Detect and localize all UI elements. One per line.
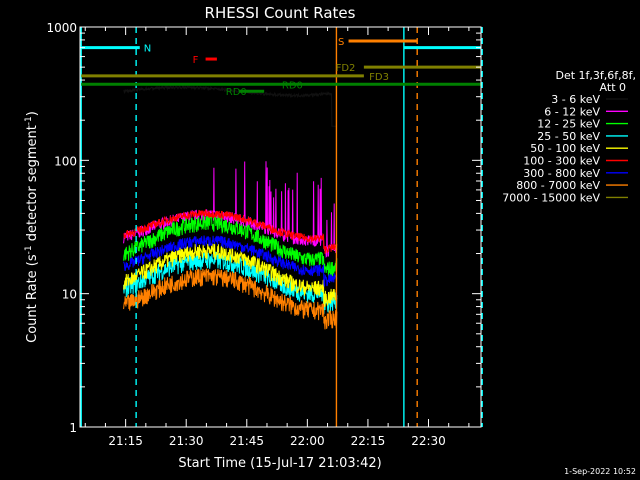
x-tick-label: 22:30 (411, 434, 446, 448)
flag-label: FD2 (336, 63, 356, 74)
y-axis-label: Count Rate (s-1 detector segment-1) (24, 111, 40, 343)
series-line-5 (123, 209, 338, 254)
legend-header-1: Det 1f,3f,6f,8f, (555, 69, 636, 82)
y-axis-label-sup2: -1 (24, 116, 34, 125)
overlay-layer: N F S FD2 FD3 RD0 RD0 (80, 27, 483, 427)
flag-label: N (144, 44, 151, 55)
legend-label: 7000 - 15000 keV (502, 191, 600, 204)
flag-label: RD0 (282, 80, 303, 91)
x-axis-label: Start Time (15-Jul-17 21:03:42) (178, 456, 381, 471)
x-tick-label: 21:30 (169, 434, 204, 448)
y-tick-label: 10 (62, 288, 77, 302)
flag-label: FD3 (369, 72, 389, 83)
y-axis-label-part3: ) (25, 111, 40, 116)
x-tick-label: 22:15 (351, 434, 386, 448)
y-axis-label-part2: detector segment (25, 125, 40, 245)
y-axis-label-sup1: -1 (24, 245, 34, 254)
series-line-3 (123, 251, 338, 314)
legend-label: 800 - 7000 keV (516, 179, 600, 192)
series-line-2 (123, 214, 338, 277)
chart-title: RHESSI Count Rates (205, 4, 356, 22)
legend-header-2: Att 0 (600, 81, 626, 94)
legend-label: 50 - 100 keV (530, 142, 600, 155)
footer-date: 1-Sep-2022 10:52 (564, 467, 636, 476)
plot-frame (79, 26, 482, 428)
legend-label: 300 - 800 keV (523, 167, 600, 180)
series-line-6 (123, 235, 338, 288)
y-tick-label: 100 (54, 154, 77, 168)
legend-label: 100 - 300 keV (523, 155, 600, 168)
flag-label: F (193, 55, 199, 66)
flag-label: S (338, 37, 344, 48)
series-line-0 (123, 84, 337, 127)
y-axis-label-part1: Count Rate (s (25, 254, 40, 343)
x-tick-label: 21:15 (108, 434, 143, 448)
flag-label: RD0 (226, 87, 247, 98)
y-tick-label: 1 (69, 421, 77, 435)
x-tick-label: 22:00 (290, 434, 325, 448)
tick-layer: 1 10 100 1000 21:15 21:30 21:45 22:00 22:15 22:30 (46, 21, 481, 448)
legend-label: 6 - 12 keV (544, 105, 600, 118)
y-tick-label: 1000 (46, 21, 77, 35)
legend-label: 12 - 25 keV (537, 118, 600, 131)
data-layer (123, 84, 338, 330)
series-line-7 (123, 268, 338, 330)
legend-label: 25 - 50 keV (537, 130, 600, 143)
x-tick-label: 21:45 (229, 434, 264, 448)
legend-label: 3 - 6 keV (551, 93, 600, 106)
